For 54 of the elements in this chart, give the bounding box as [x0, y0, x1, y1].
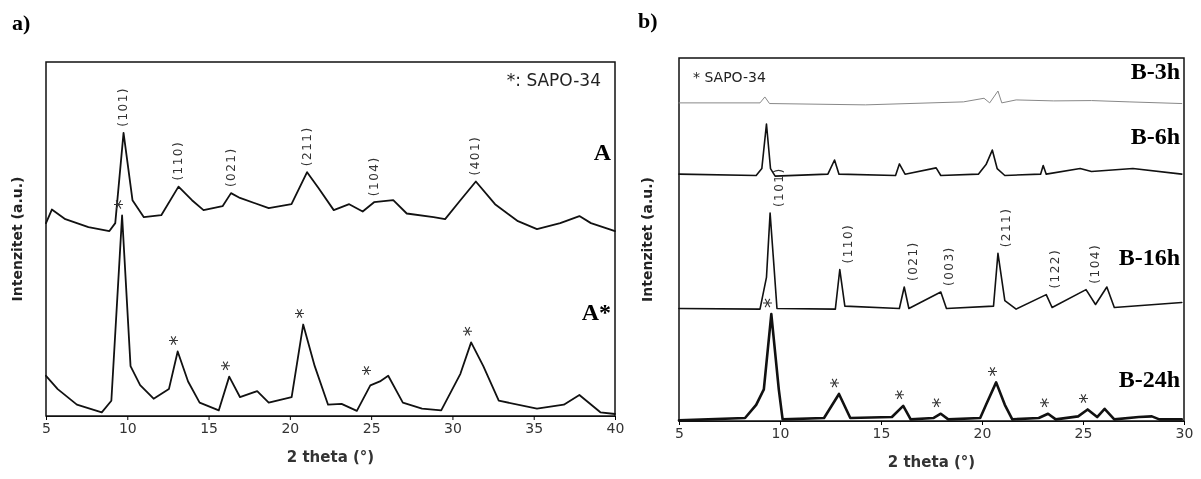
annotation: (101): [116, 87, 131, 127]
x-tick-label: 15: [872, 424, 891, 441]
series-label: B-24h: [1118, 365, 1180, 392]
annotation: *: [757, 298, 782, 309]
annotation: *: [1034, 397, 1059, 408]
x-axis-title: 2 theta (°): [286, 448, 375, 466]
annotation: (021): [905, 241, 920, 282]
y-axis-title: Intenzitet (a.u.): [639, 177, 655, 302]
x-tick-label: 35: [525, 419, 544, 436]
x-tick-label: 10: [118, 419, 137, 436]
series-label: B-6h: [1130, 122, 1180, 149]
series-label: B-16h: [1118, 244, 1180, 271]
annotation: *: [215, 360, 240, 371]
annotation: (122): [1047, 248, 1062, 289]
annotation: *: [457, 326, 482, 337]
annotation: *: [927, 397, 952, 408]
series-label: B-3h: [1130, 57, 1180, 84]
annotation: *: [356, 365, 381, 376]
x-tick-label: 5: [675, 424, 684, 441]
y-axis-title: Intenzitet (a.u.): [9, 176, 25, 302]
annotation: *: [825, 377, 850, 388]
annotation: (021): [223, 147, 238, 188]
annotation: *: [108, 199, 133, 210]
annotation: (211): [299, 126, 314, 167]
annotation: *: [164, 335, 189, 346]
annotation: (003): [942, 246, 957, 286]
x-axis-title: 2 theta (°): [887, 453, 976, 471]
x-tick-label: 30: [444, 419, 462, 436]
x-tick-label: 5: [42, 419, 51, 436]
chart-title: b): [638, 8, 658, 33]
x-tick-label: 40: [606, 419, 625, 436]
annotation: (104): [1087, 243, 1102, 284]
x-tick-label: 15: [200, 419, 218, 436]
x-tick-label: 10: [771, 424, 790, 441]
x-tick-label: 25: [362, 419, 381, 436]
annotation: *: [289, 308, 314, 319]
text: A: [593, 138, 612, 165]
x-tick-label: 20: [281, 419, 300, 436]
annotation: (110): [841, 223, 856, 264]
annotation: *: [889, 389, 914, 400]
annotation: (211): [999, 207, 1014, 248]
chart-title: a): [12, 10, 31, 35]
x-tick-label: 25: [1074, 424, 1093, 441]
annotation: *: [982, 366, 1007, 377]
annotation: (101): [771, 167, 786, 208]
text: * SAPO-34: [693, 69, 766, 85]
annotation: (110): [171, 140, 185, 181]
x-tick-label: 20: [973, 424, 992, 441]
text: *: SAPO-34: [506, 70, 601, 90]
annotation: (401): [468, 135, 483, 176]
text: A*: [581, 299, 611, 326]
x-tick-label: 30: [1175, 424, 1194, 441]
annotation: (104): [366, 156, 381, 197]
annotation: *: [1074, 393, 1099, 404]
